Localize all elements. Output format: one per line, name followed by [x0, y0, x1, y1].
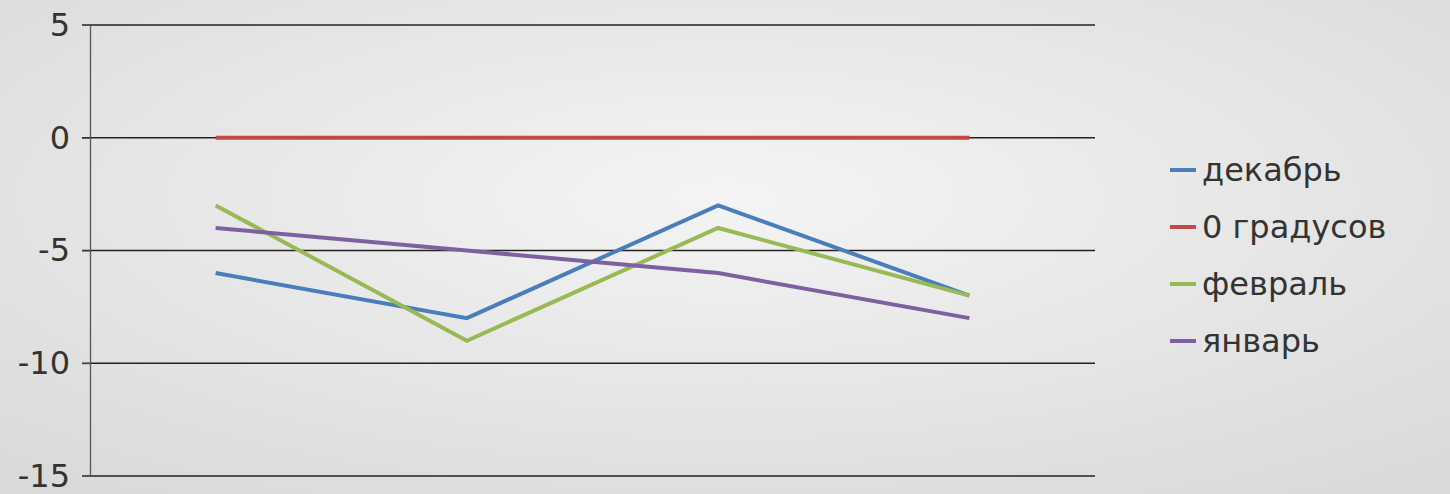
legend-swatch: [1170, 282, 1196, 286]
legend-item: 0 градусов: [1170, 208, 1386, 246]
y-tick-mark: [82, 138, 90, 139]
legend-label: январь: [1202, 322, 1320, 360]
series-line: [216, 205, 970, 340]
y-tick-mark: [82, 25, 90, 26]
legend-label: февраль: [1202, 265, 1347, 303]
y-tick-label: 5: [50, 6, 70, 44]
lines: [216, 138, 970, 341]
legend: декабрь 0 градусов февраль январь: [1170, 151, 1386, 360]
series-line: [216, 205, 970, 318]
legend-item: декабрь: [1170, 151, 1342, 189]
series-line: [216, 136, 970, 140]
y-tick-mark: [82, 363, 90, 364]
series-line: [216, 228, 970, 318]
y-tick-mark: [82, 476, 90, 477]
legend-item: январь: [1170, 322, 1320, 360]
grid-line: [82, 363, 1095, 364]
grid-line: [82, 137, 1095, 138]
legend-item: февраль: [1170, 265, 1347, 303]
y-tick-label: -15: [18, 457, 70, 494]
legend-swatch: [1170, 339, 1196, 343]
y-tick-label: -5: [38, 231, 70, 269]
background: [0, 0, 1450, 494]
y-tick-mark: [82, 251, 90, 252]
grid-line: [82, 475, 1095, 476]
y-tick: 5: [50, 6, 90, 44]
legend-label: декабрь: [1202, 151, 1342, 189]
y-tick-label: -10: [18, 344, 70, 382]
y-tick: -5: [38, 231, 90, 269]
y-tick-label: 0: [50, 118, 70, 156]
legend-label: 0 градусов: [1202, 208, 1386, 246]
grid-line: [82, 250, 1095, 251]
y-axis: -15 -10 -5 0 5: [18, 6, 91, 494]
legend-swatch: [1170, 225, 1196, 229]
legend-swatch: [1170, 168, 1196, 172]
y-tick: -10: [18, 344, 90, 382]
y-tick: -15: [18, 457, 90, 494]
grid: [82, 25, 1095, 476]
y-axis-line: [90, 26, 91, 477]
grid-line: [82, 24, 1095, 25]
y-tick: 0: [50, 118, 90, 156]
chart: -15 -10 -5 0 5 декабрь 0 градусов февраль январь: [0, 0, 1450, 494]
